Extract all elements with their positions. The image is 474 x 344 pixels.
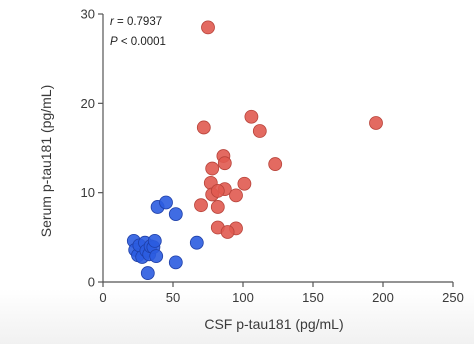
data-point <box>229 188 243 203</box>
data-point <box>168 207 183 222</box>
stat-annotation: r = 0.7937 P < 0.0001 <box>110 16 166 48</box>
x-tick-label: 250 <box>442 290 464 305</box>
data-point <box>237 176 252 191</box>
data-point <box>140 266 155 280</box>
svg-text:r = 0.7937: r = 0.7937 <box>110 16 162 28</box>
x-tick-label: 100 <box>232 290 254 305</box>
p-symbol: P <box>110 36 118 48</box>
x-tick-label: 50 <box>166 290 180 305</box>
data-point <box>244 109 259 124</box>
r-value: = 0.7937 <box>114 16 162 28</box>
y-ticks: 0 10 20 30 <box>81 7 103 290</box>
data-point <box>194 198 208 213</box>
data-point <box>268 157 283 171</box>
x-axis-title: CSF p-tau181 (pg/mL) <box>204 316 343 332</box>
data-point <box>201 20 215 35</box>
data-points <box>126 20 383 280</box>
data-point <box>369 116 383 130</box>
x-tick-label: 150 <box>302 290 324 305</box>
data-point <box>168 255 183 270</box>
data-point <box>252 124 267 138</box>
data-point <box>149 249 164 263</box>
data-point <box>220 225 235 239</box>
data-point <box>210 200 225 214</box>
svg-text:P < 0.0001: P < 0.0001 <box>110 36 166 48</box>
p-value: < 0.0001 <box>118 36 166 48</box>
x-tick-label: 0 <box>99 290 106 305</box>
data-point <box>147 234 162 248</box>
r-symbol: r <box>110 16 115 28</box>
data-point <box>210 183 225 198</box>
data-point <box>189 235 204 250</box>
data-point <box>159 195 173 210</box>
y-tick-label: 10 <box>81 185 95 200</box>
data-point <box>196 120 211 135</box>
x-tick-label: 200 <box>372 290 394 305</box>
y-tick-label: 20 <box>81 96 95 111</box>
y-axis-title: Serum p-tau181 (pg/mL) <box>38 85 54 238</box>
y-tick-label: 0 <box>88 275 95 290</box>
data-point <box>205 161 220 176</box>
x-ticks: 0 50 100 150 200 250 <box>99 282 464 305</box>
data-point <box>217 156 232 171</box>
y-tick-label: 30 <box>81 7 95 22</box>
